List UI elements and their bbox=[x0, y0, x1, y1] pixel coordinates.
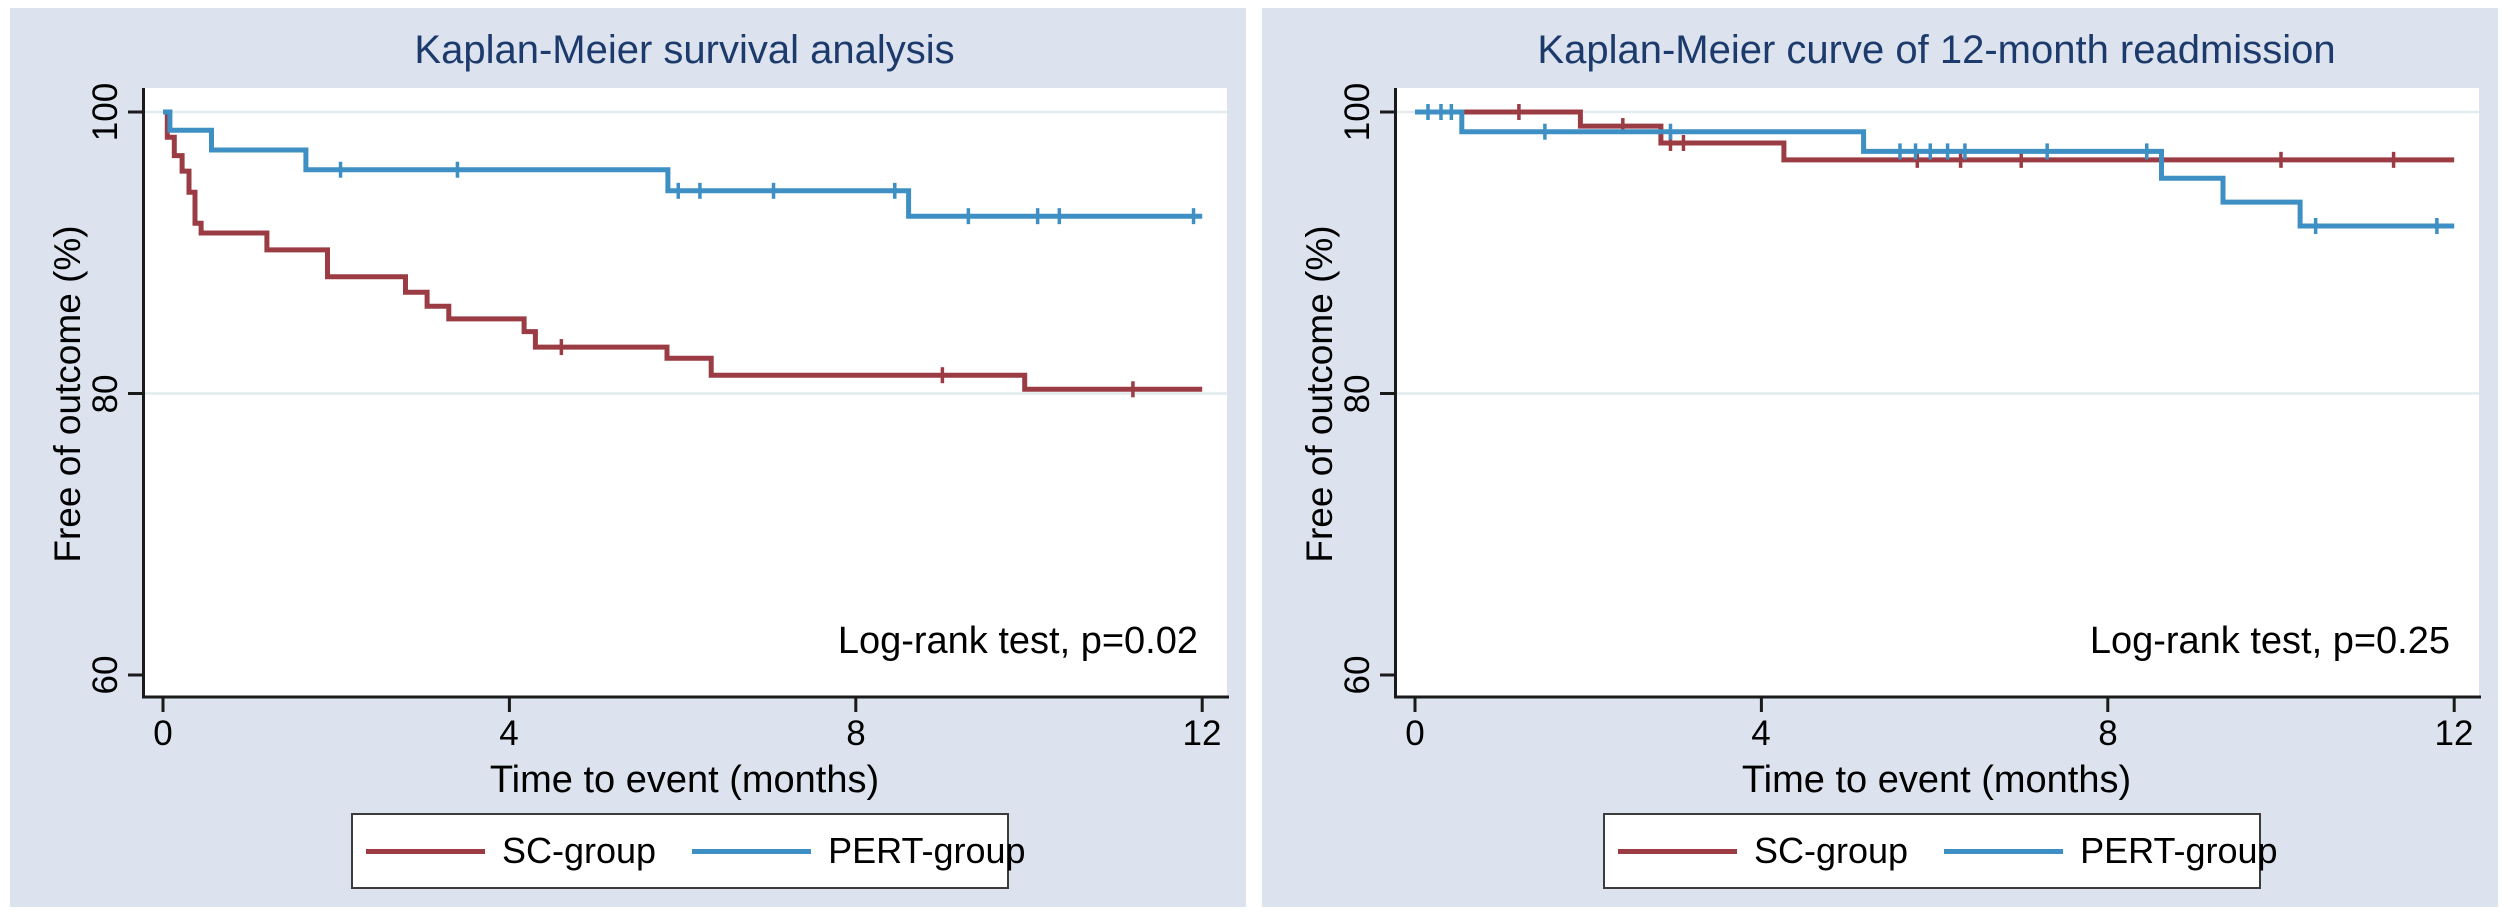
x-tick-label-8: 8 bbox=[2098, 714, 2118, 753]
legend-label-pert: PERT-group bbox=[2080, 830, 2278, 871]
y-axis-title: Free of outcome (%) bbox=[47, 225, 88, 563]
legend-label-pert: PERT-group bbox=[828, 830, 1026, 871]
chart-title: Kaplan-Meier survival analysis bbox=[414, 28, 955, 72]
x-tick-label-0: 0 bbox=[1405, 714, 1425, 753]
log-rank-annotation: Log-rank test, p=0.02 bbox=[837, 620, 1198, 662]
x-tick-label-12: 12 bbox=[2434, 714, 2474, 753]
x-tick-label-4: 4 bbox=[1751, 714, 1771, 753]
legend-line-pert bbox=[1944, 848, 2064, 854]
y-tick-label-80: 80 bbox=[86, 374, 125, 414]
plot-area bbox=[128, 88, 1229, 712]
y-tick-label-100: 100 bbox=[86, 82, 125, 142]
y-tick-label-100: 100 bbox=[1338, 82, 1377, 142]
legend-line-sc bbox=[366, 848, 485, 854]
y-axis-title: Free of outcome (%) bbox=[1299, 225, 1340, 563]
legend-line-sc bbox=[1618, 848, 1737, 854]
km-panel-survival: Kaplan-Meier survival analysis Free of o… bbox=[10, 8, 1246, 907]
log-rank-annotation: Log-rank test, p=0.25 bbox=[2089, 620, 2450, 662]
y-tick-label-60: 60 bbox=[86, 655, 125, 695]
km-panel-readmission: Kaplan-Meier curve of 12-month readmissi… bbox=[1262, 8, 2498, 907]
legend-label-sc: SC-group bbox=[502, 830, 657, 871]
y-tick-label-60: 60 bbox=[1338, 655, 1377, 695]
legend: SC-group PERT-group bbox=[351, 813, 1026, 889]
plot-area bbox=[1380, 88, 2481, 712]
chart-title: Kaplan-Meier curve of 12-month readmissi… bbox=[1537, 28, 2336, 72]
legend: SC-group PERT-group bbox=[1603, 813, 2278, 889]
x-tick-label-12: 12 bbox=[1182, 714, 1222, 753]
x-tick-label-4: 4 bbox=[499, 714, 519, 753]
y-tick-label-80: 80 bbox=[1338, 374, 1377, 414]
legend-label-sc: SC-group bbox=[1754, 830, 1909, 871]
x-axis-title: Time to event (months) bbox=[1741, 759, 2132, 801]
legend-line-pert bbox=[692, 848, 812, 854]
x-tick-label-0: 0 bbox=[153, 714, 173, 753]
x-tick-label-8: 8 bbox=[846, 714, 866, 753]
x-axis-title: Time to event (months) bbox=[489, 759, 880, 801]
